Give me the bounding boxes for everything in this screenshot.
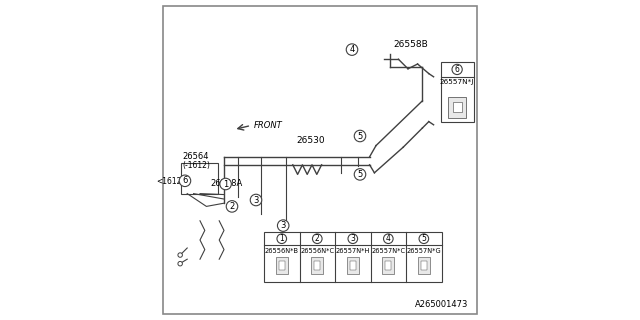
Text: 2: 2 xyxy=(229,202,235,211)
Circle shape xyxy=(227,201,238,212)
Bar xyxy=(279,261,285,270)
Bar xyxy=(182,163,218,194)
Text: 1: 1 xyxy=(223,180,228,188)
Text: 5: 5 xyxy=(357,170,363,179)
Text: 4: 4 xyxy=(349,45,355,54)
Bar xyxy=(418,257,430,274)
Text: (-1612): (-1612) xyxy=(182,161,210,170)
Text: FRONT: FRONT xyxy=(253,121,282,130)
Text: 4: 4 xyxy=(386,234,391,243)
Circle shape xyxy=(250,194,262,206)
Circle shape xyxy=(355,169,366,180)
Bar xyxy=(382,257,394,274)
Circle shape xyxy=(383,234,393,244)
Bar xyxy=(349,261,356,270)
Circle shape xyxy=(452,64,462,75)
Text: 3: 3 xyxy=(280,221,286,230)
Text: 26556N*C: 26556N*C xyxy=(300,248,334,254)
Bar xyxy=(440,62,474,122)
Bar xyxy=(264,232,442,282)
Text: 26558A: 26558A xyxy=(211,179,243,188)
Bar xyxy=(385,261,392,270)
Bar xyxy=(276,257,288,274)
Circle shape xyxy=(346,44,358,55)
Text: 5: 5 xyxy=(421,234,426,243)
Text: 3: 3 xyxy=(350,234,355,243)
Text: 26558B: 26558B xyxy=(393,40,428,49)
Bar xyxy=(452,102,461,112)
Circle shape xyxy=(178,253,182,257)
Text: 6: 6 xyxy=(454,65,460,74)
Text: 6: 6 xyxy=(182,176,188,185)
Circle shape xyxy=(355,130,366,142)
Bar xyxy=(311,257,323,274)
Text: 3: 3 xyxy=(253,196,259,204)
Text: 26556N*B: 26556N*B xyxy=(265,248,299,254)
Circle shape xyxy=(179,175,191,187)
Text: <1612->: <1612-> xyxy=(156,177,191,186)
Text: 26557N*G: 26557N*G xyxy=(406,248,441,254)
Text: 1: 1 xyxy=(280,234,284,243)
Text: 26557N*H: 26557N*H xyxy=(335,248,370,254)
Circle shape xyxy=(278,220,289,231)
Bar xyxy=(314,261,321,270)
Text: 5: 5 xyxy=(357,132,363,140)
Circle shape xyxy=(348,234,358,244)
Text: 26557N*C: 26557N*C xyxy=(371,248,405,254)
Text: 2: 2 xyxy=(315,234,319,243)
Bar xyxy=(421,261,427,270)
Circle shape xyxy=(178,261,182,266)
Circle shape xyxy=(419,234,429,244)
Text: 26564: 26564 xyxy=(182,152,209,161)
Text: 26557N*J: 26557N*J xyxy=(440,79,474,85)
Circle shape xyxy=(220,178,232,190)
Text: A265001473: A265001473 xyxy=(415,300,468,309)
Circle shape xyxy=(277,234,287,244)
Text: 26530: 26530 xyxy=(296,136,324,145)
Circle shape xyxy=(312,234,322,244)
Bar xyxy=(347,257,359,274)
Bar xyxy=(448,97,466,118)
